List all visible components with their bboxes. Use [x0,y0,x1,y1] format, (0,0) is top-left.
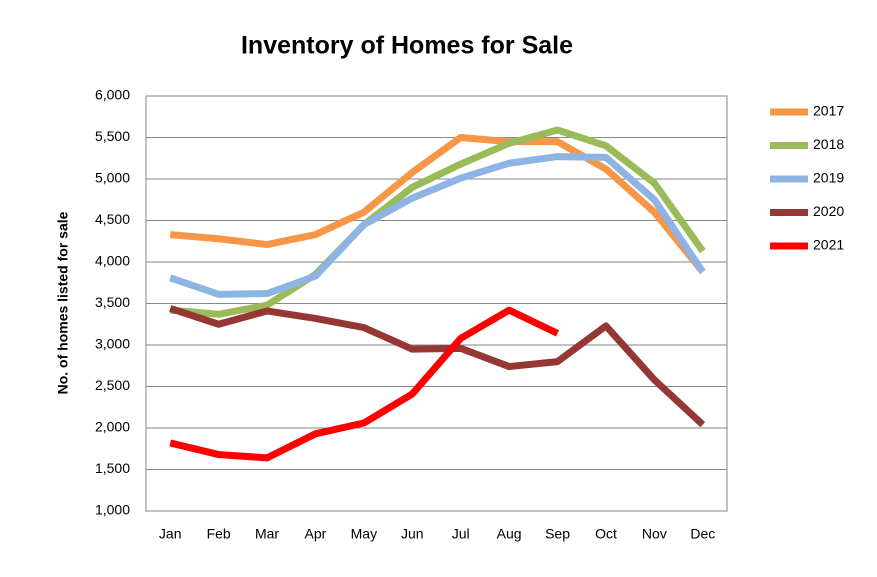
y-tick-label: 6,000 [95,87,130,103]
legend-label: 2020 [813,203,844,219]
x-tick-label: May [351,526,377,542]
legend-label: 2019 [813,170,844,186]
y-tick-label: 2,000 [95,419,130,435]
y-tick-label: 1,000 [95,502,130,518]
x-tick-label: Oct [595,526,617,542]
legend-label: 2021 [813,237,844,253]
x-tick-label: Jul [452,526,470,542]
y-tick-label: 2,500 [95,377,130,393]
series-line [169,153,706,298]
y-tick-label: 4,000 [95,253,130,269]
series-line [169,126,706,318]
x-tick-label: Dec [690,526,715,542]
legend-label: 2018 [813,136,844,152]
chart-title: Inventory of Homes for Sale [241,32,573,60]
y-tick-label: 3,000 [95,336,130,352]
x-tick-label: Jun [401,526,424,542]
x-tick-label: Nov [642,526,667,542]
x-tick-label: Mar [255,526,279,542]
y-tick-label: 1,500 [95,460,130,476]
y-axis-label: No. of homes listed for sale [55,211,71,394]
y-tick-label: 5,000 [95,170,130,186]
x-tick-label: Jan [159,526,182,542]
series-line [169,306,560,462]
series-line [169,305,706,428]
x-tick-label: Sep [545,526,570,542]
y-tick-label: 5,500 [95,128,130,144]
x-tick-label: Feb [207,526,231,542]
y-tick-label: 3,500 [95,294,130,310]
series-line [169,134,706,275]
legend-label: 2017 [813,103,844,119]
y-tick-label: 4,500 [95,211,130,227]
x-tick-label: Apr [305,526,327,542]
x-tick-label: Aug [497,526,522,542]
